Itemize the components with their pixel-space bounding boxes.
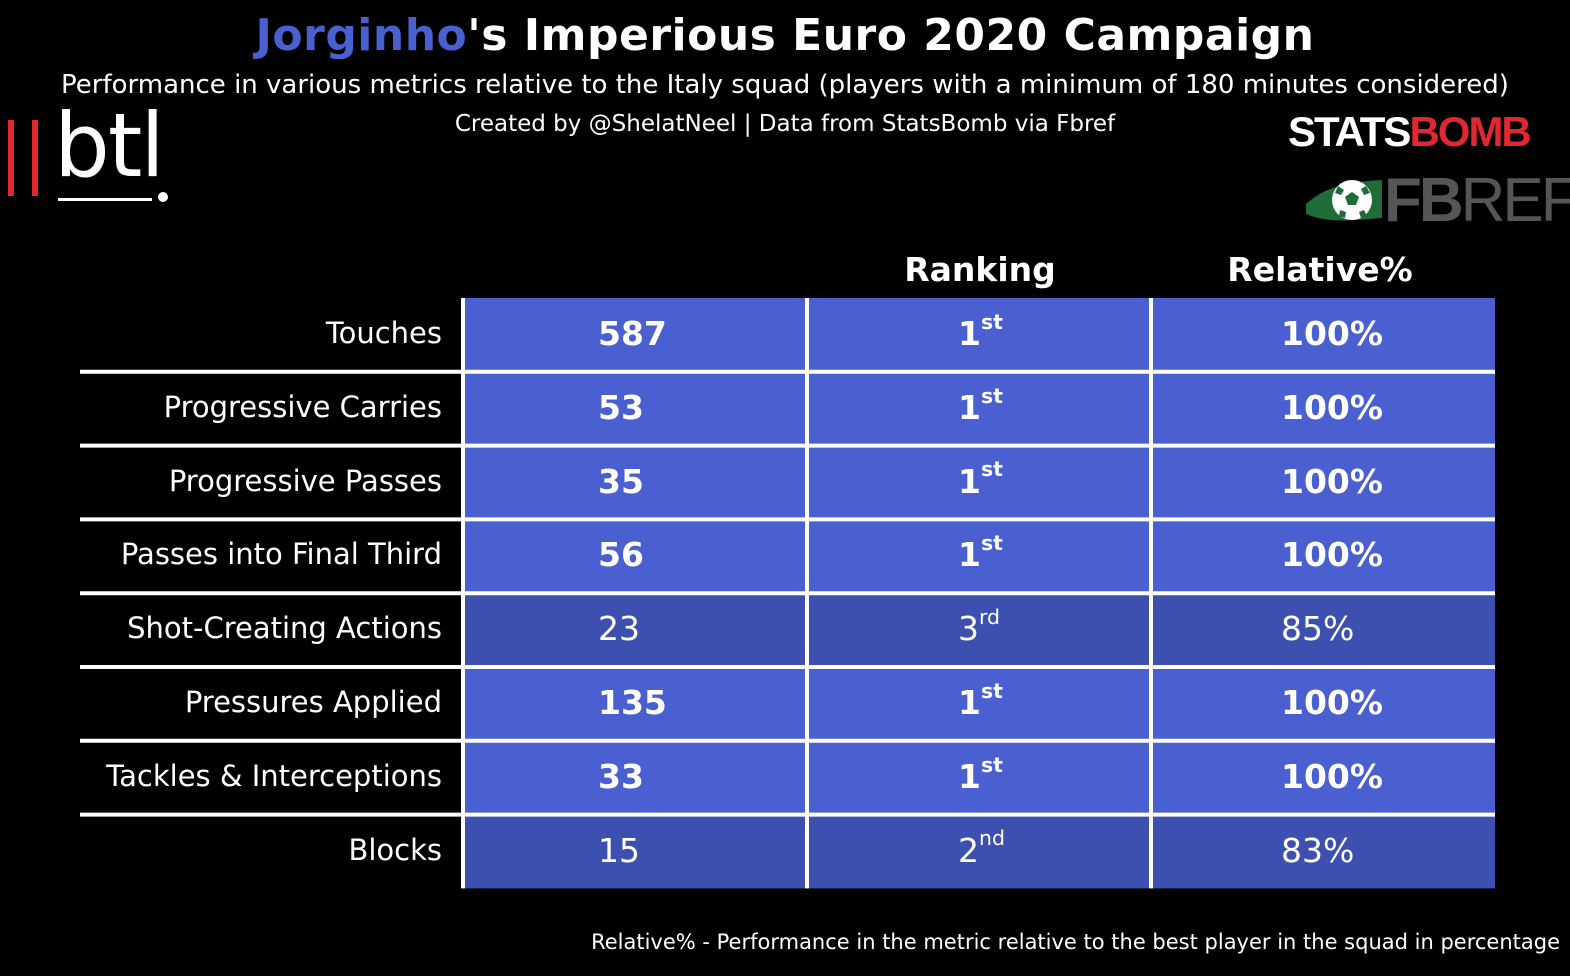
value-cell: 23 xyxy=(598,609,640,649)
table-cell-bg xyxy=(463,298,807,372)
table-cell-bg xyxy=(463,445,807,520)
ranking-number: 3 xyxy=(958,609,979,649)
table-cell-bg xyxy=(1151,667,1495,741)
ranking-cell: 1st xyxy=(958,312,1003,353)
column-header-relative: Relative% xyxy=(1227,250,1413,289)
row-label: Progressive Carries xyxy=(163,389,442,424)
relative-cell: 100% xyxy=(1281,682,1383,722)
column-header-ranking: Ranking xyxy=(904,250,1056,289)
relative-cell: 100% xyxy=(1281,313,1383,353)
table-cell-bg xyxy=(463,371,807,446)
chart-subtitle: Performance in various metrics relative … xyxy=(61,70,1509,100)
ranking-number: 2 xyxy=(958,830,979,870)
table-cell-bg xyxy=(807,445,1151,520)
ranking-cell: 1st xyxy=(958,681,1003,722)
value-cell: 56 xyxy=(598,535,644,575)
ranking-cell: 2nd xyxy=(958,828,1005,870)
ranking-cell: 1st xyxy=(958,754,1003,796)
ranking-number: 1 xyxy=(958,535,981,575)
ranking-number: 1 xyxy=(958,682,981,722)
ranking-number: 1 xyxy=(958,756,981,796)
table-cell-bg xyxy=(807,519,1151,594)
ranking-cell: 1st xyxy=(958,459,1003,501)
relative-cell: 100% xyxy=(1281,535,1383,575)
table-cell-bg xyxy=(807,298,1151,372)
ranking-cell: 3rd xyxy=(958,607,1000,649)
ranking-suffix: nd xyxy=(979,826,1005,851)
table-cell-bg xyxy=(1151,814,1495,889)
fbref-logo-ref: REF xyxy=(1460,166,1570,235)
table-cell-bg xyxy=(807,814,1151,889)
row-label: Pressures Applied xyxy=(184,684,442,719)
fbref-flag-icon xyxy=(1306,180,1382,221)
statsbomb-logo: STATSBOMB xyxy=(1288,108,1532,156)
row-label: Touches xyxy=(325,315,442,350)
ranking-suffix: st xyxy=(980,678,1003,703)
btl-logo: btl xyxy=(8,102,178,206)
relative-cell: 100% xyxy=(1281,387,1383,427)
table-cell-bg xyxy=(463,814,807,889)
value-cell: 15 xyxy=(598,830,640,870)
ranking-suffix: st xyxy=(980,531,1003,556)
ranking-suffix: st xyxy=(980,309,1003,334)
relative-cell: 85% xyxy=(1281,609,1355,649)
row-label: Tackles & Interceptions xyxy=(106,758,442,793)
chart-title: Jorginho's Imperious Euro 2020 Campaign xyxy=(0,10,1570,61)
footnote: Relative% - Performance in the metric re… xyxy=(591,930,1560,954)
ranking-number: 1 xyxy=(958,461,981,501)
ranking-suffix: st xyxy=(980,752,1003,777)
row-label: Shot-Creating Actions xyxy=(127,611,442,646)
btl-logo-bar-right xyxy=(32,120,38,196)
ranking-cell: 1st xyxy=(958,533,1003,575)
btl-logo-dot xyxy=(158,192,168,202)
row-label: Blocks xyxy=(348,832,442,867)
btl-logo-underline xyxy=(58,198,152,201)
ranking-number: 1 xyxy=(958,387,981,427)
table-cell-bg xyxy=(807,593,1151,667)
relative-cell: 83% xyxy=(1281,830,1355,870)
table-cell-bg xyxy=(807,740,1151,815)
value-cell: 33 xyxy=(598,756,644,796)
title-rest: 's Imperious Euro 2020 Campaign xyxy=(467,10,1315,61)
table-cell-bg xyxy=(1151,298,1495,372)
table-cell-bg xyxy=(1151,740,1495,815)
value-cell: 53 xyxy=(598,387,644,427)
table-cell-bg xyxy=(807,371,1151,446)
chart-credits: Created by @ShelatNeel | Data from Stats… xyxy=(454,111,1116,137)
relative-cell: 100% xyxy=(1281,756,1383,796)
ranking-number: 1 xyxy=(958,313,981,353)
value-cell: 135 xyxy=(598,682,667,722)
fbref-logo: FBREF xyxy=(1304,170,1570,236)
relative-cell: 100% xyxy=(1281,461,1383,501)
table-cell-bg xyxy=(463,519,807,594)
value-cell: 587 xyxy=(598,313,667,353)
table-cell-bg xyxy=(463,740,807,815)
table-cell-bg xyxy=(1151,445,1495,520)
row-label: Progressive Passes xyxy=(168,463,442,498)
ranking-suffix: st xyxy=(980,383,1003,408)
row-label: Passes into Final Third xyxy=(120,537,442,572)
fbref-logo-fb: FB xyxy=(1384,166,1464,235)
ranking-cell: 1st xyxy=(958,385,1003,427)
table-cell-bg xyxy=(807,667,1151,741)
player-name: Jorginho xyxy=(255,10,468,61)
fbref-logo-text: FBREF xyxy=(1384,170,1570,232)
table-cell-bg xyxy=(1151,593,1495,667)
table-cell-bg xyxy=(463,593,807,667)
ranking-suffix: rd xyxy=(979,605,1001,630)
value-cell: 35 xyxy=(598,461,644,501)
btl-logo-text: btl xyxy=(54,94,165,197)
table-cell-bg xyxy=(463,667,807,741)
table-cell-bg xyxy=(1151,371,1495,446)
ranking-suffix: st xyxy=(980,457,1003,482)
statsbomb-logo-bomb: BOMB xyxy=(1409,108,1531,155)
table-cell-bg xyxy=(1151,519,1495,594)
btl-logo-bar-left xyxy=(8,120,14,196)
statsbomb-logo-stats: STATS xyxy=(1288,108,1411,155)
